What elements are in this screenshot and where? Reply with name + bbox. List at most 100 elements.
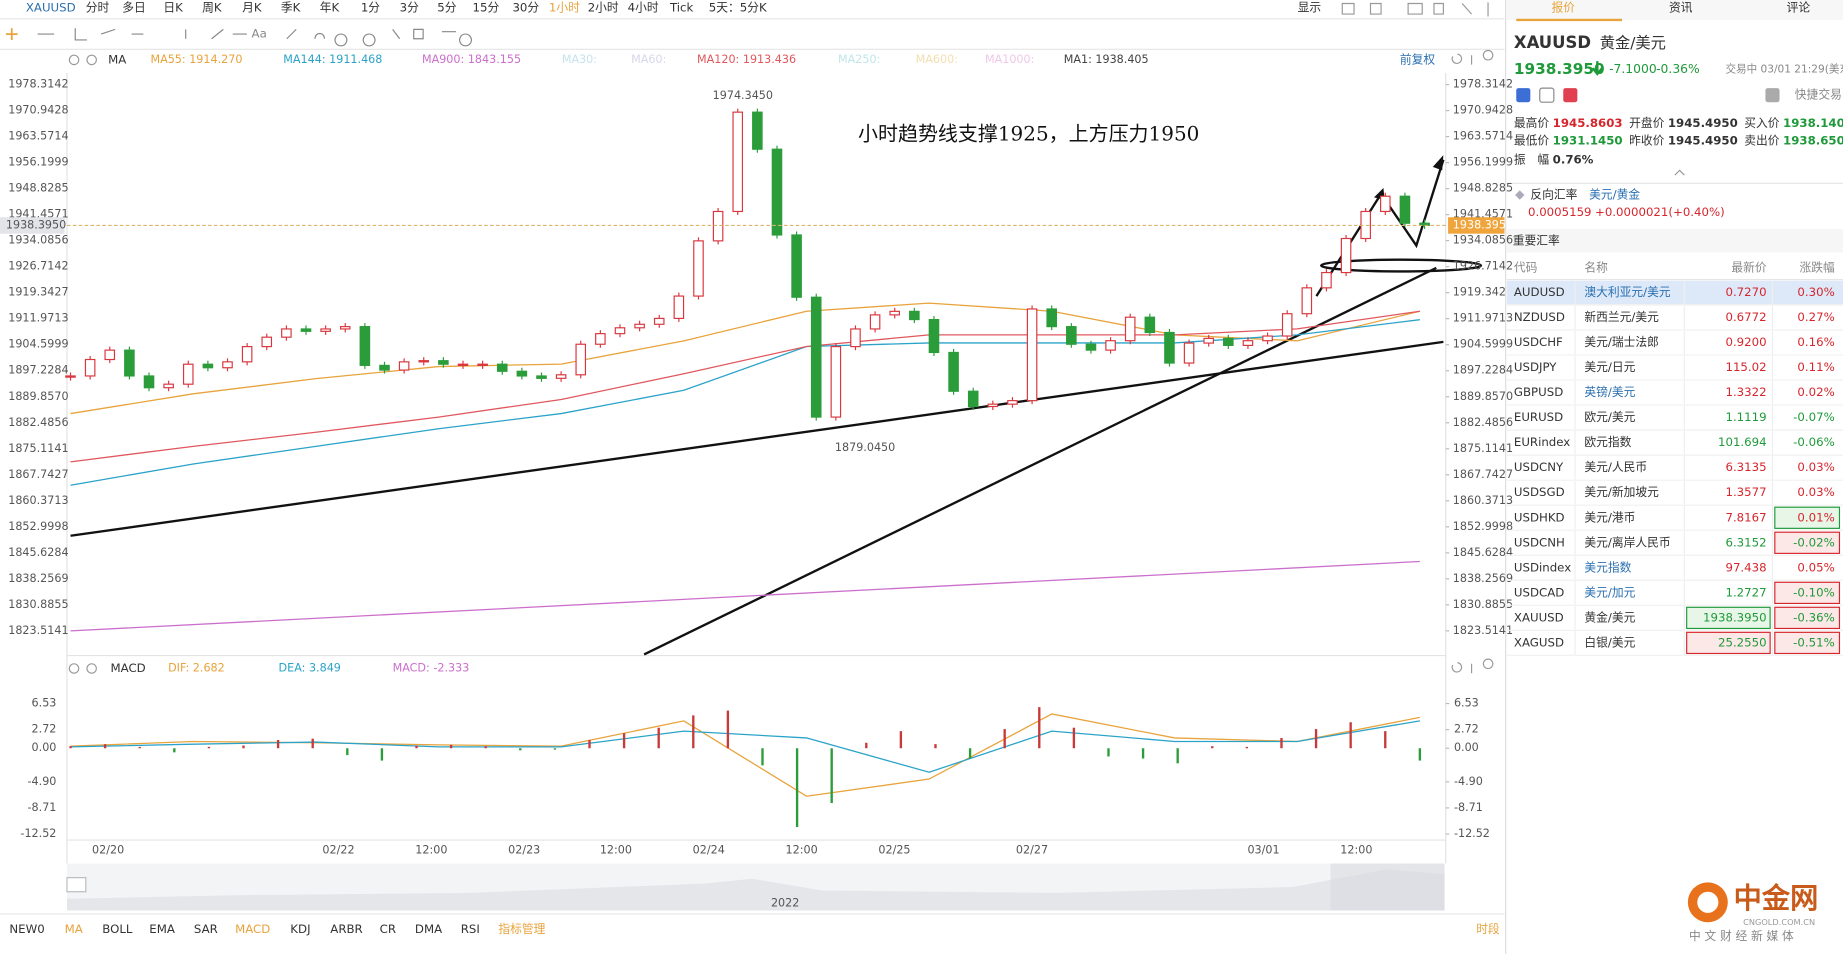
indicator-tab[interactable]: EMA (149, 922, 175, 936)
cell-name[interactable]: 英镑/美元 (1584, 385, 1635, 399)
indicator-tab[interactable]: ARBR (330, 922, 362, 936)
cell-code[interactable]: XAUUSD (1514, 610, 1564, 624)
ma-legend[interactable]: MA144: 1911.468 (283, 53, 382, 66)
indicator-tab[interactable]: SAR (194, 922, 218, 936)
period-tab[interactable]: 30分 (512, 1, 539, 15)
period-tab[interactable]: 5分 (437, 1, 456, 15)
ma-legend[interactable]: MA250: (838, 53, 880, 66)
indicator-tab[interactable]: BOLL (102, 922, 133, 936)
cell-name[interactable]: 美元/日元 (1584, 360, 1635, 374)
period-tab[interactable]: Tick (669, 1, 694, 15)
cell-code[interactable]: EURindex (1514, 435, 1570, 449)
cell-name[interactable]: 白银/美元 (1584, 635, 1635, 649)
cell-code[interactable]: USDJPY (1514, 360, 1557, 374)
period-tab[interactable]: 1小时 (549, 1, 580, 15)
cell-name[interactable]: 美元指数 (1584, 560, 1631, 574)
cell-code[interactable]: USDCHF (1514, 335, 1563, 349)
ma-legend[interactable]: MA1000: (985, 53, 1034, 66)
icon[interactable] (1563, 88, 1578, 103)
cell-code[interactable]: AUDUSD (1514, 285, 1565, 299)
cell-name[interactable]: 欧元指数 (1584, 435, 1631, 449)
cell-name[interactable]: 欧元/美元 (1584, 410, 1635, 424)
cell-name[interactable]: 美元/人民币 (1584, 460, 1647, 474)
indicator-tab[interactable]: 指标管理 (498, 922, 545, 936)
ma-legend[interactable]: MA120: 1913.436 (697, 53, 796, 66)
indicator-tab[interactable]: MA (65, 922, 83, 936)
ma-legend[interactable]: MA600: (916, 53, 958, 66)
indicator-name[interactable]: MACD (110, 661, 145, 675)
panel-tab[interactable]: 报价 (1552, 1, 1576, 15)
cell-name[interactable]: 澳大利亚元/美元 (1584, 285, 1670, 299)
cell-code[interactable]: XAGUSD (1514, 635, 1564, 649)
cell-code[interactable]: NZDUSD (1514, 310, 1565, 324)
cell-name[interactable]: 美元/港币 (1584, 510, 1635, 524)
cell-code[interactable]: GBPUSD (1514, 385, 1563, 399)
window-icons[interactable] (1451, 50, 1494, 674)
ma-legend[interactable]: MA55: 1914.270 (150, 53, 242, 66)
period-tab[interactable]: 年K (320, 1, 340, 15)
period-tab[interactable]: 2小时 (588, 1, 619, 15)
cell-name[interactable]: 美元/离岸人民币 (1584, 535, 1670, 549)
text-tool[interactable]: Aa (252, 27, 267, 41)
cell-code[interactable]: USDCNH (1514, 535, 1565, 549)
period-tab[interactable]: 分时 (86, 1, 110, 15)
macd-legend[interactable]: DIF: 2.682 (168, 662, 225, 675)
cell-name[interactable]: 美元/新加坡元 (1584, 485, 1659, 499)
close-icon[interactable] (86, 54, 97, 66)
settings-icon[interactable] (68, 54, 80, 66)
period-tab[interactable]: 1分 (361, 1, 380, 15)
period-tab[interactable]: 季K (281, 1, 301, 15)
collapse[interactable] (1674, 169, 1685, 176)
navigator-window[interactable] (1330, 863, 1445, 911)
cell-code[interactable]: USDCNY (1514, 460, 1564, 474)
settings-icon[interactable] (68, 663, 80, 674)
indicator-name[interactable]: MA (108, 52, 126, 66)
cell-code[interactable]: USDHKD (1514, 510, 1565, 524)
period-button[interactable]: 时段 (1476, 922, 1500, 936)
ma-legend[interactable]: MA900: 1843.155 (422, 53, 521, 66)
panel-tab[interactable]: 评论 (1787, 1, 1811, 15)
period-tab[interactable]: 周K (202, 1, 222, 15)
icon[interactable] (1765, 88, 1780, 103)
ma-legend[interactable]: MA60: (631, 53, 666, 66)
period-tab[interactable]: 4小时 (628, 1, 659, 15)
period-tab[interactable]: 月K (242, 1, 262, 15)
period-tab[interactable]: 3分 (400, 1, 419, 15)
cell-code[interactable]: USDCAD (1514, 585, 1564, 599)
top-icons[interactable] (1341, 2, 1489, 17)
cell-name[interactable]: 美元/加元 (1584, 585, 1635, 599)
indicator-tab[interactable]: MACD (235, 922, 270, 936)
period-tab[interactable]: 5天：5分K (709, 1, 767, 15)
cell-name[interactable]: 美元/瑞士法郎 (1584, 335, 1658, 349)
symbol[interactable]: XAUUSD (26, 1, 76, 15)
cell-code[interactable]: USDSGD (1514, 485, 1565, 499)
cross-tool[interactable] (5, 28, 18, 40)
ma-legend[interactable]: MA1: 1938.405 (1064, 53, 1149, 66)
quick-trade[interactable]: 快捷交易 (1795, 88, 1842, 102)
period-tab[interactable]: 多日 (122, 1, 146, 15)
icon[interactable] (1516, 88, 1531, 103)
indicator-tab[interactable]: DMA (415, 922, 442, 936)
display-menu[interactable]: 显示 (1298, 1, 1322, 15)
indicator-tab[interactable]: CR (380, 922, 396, 936)
close-icon[interactable] (86, 663, 97, 674)
indicator-tab[interactable]: KDJ (290, 922, 310, 936)
drawing-tools[interactable] (5, 28, 472, 47)
navigator-handle[interactable] (66, 877, 87, 893)
cell-code[interactable]: EURUSD (1514, 410, 1563, 424)
icon[interactable] (1539, 87, 1555, 103)
period-tab[interactable]: 15分 (473, 1, 500, 15)
cell-name[interactable]: 新西兰元/美元 (1584, 310, 1659, 324)
adjust-label[interactable]: 前复权 (1400, 52, 1436, 66)
period-tab[interactable]: 日K (163, 1, 183, 15)
legend-icons[interactable] (68, 2, 1494, 674)
panel-tab[interactable]: 资讯 (1669, 1, 1693, 15)
macd-legend[interactable]: DEA: 3.849 (279, 662, 341, 675)
ma-legend[interactable]: MA30: (562, 53, 597, 66)
indicator-tab[interactable]: RSI (461, 922, 480, 936)
cell-code[interactable]: USDindex (1514, 560, 1571, 574)
indicator-tab[interactable]: NEW0 (9, 922, 44, 936)
macd-legend[interactable]: MACD: -2.333 (393, 662, 470, 675)
cell-name[interactable]: 黄金/美元 (1584, 610, 1635, 624)
tool-icons[interactable] (37, 28, 472, 47)
